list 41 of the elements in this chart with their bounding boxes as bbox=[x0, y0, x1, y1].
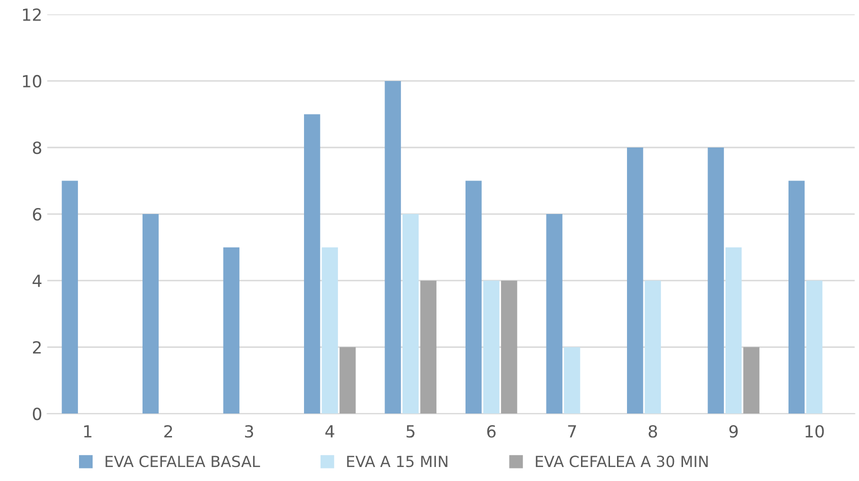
bar bbox=[743, 347, 760, 414]
y-tick-label: 12 bbox=[23, 8, 41, 21]
x-tick-label: 1 bbox=[84, 425, 92, 438]
bar bbox=[142, 214, 159, 414]
bar bbox=[564, 347, 580, 414]
x-tick-label: 2 bbox=[164, 425, 172, 438]
y-tick-label: 10 bbox=[23, 74, 42, 88]
x-tick-label: 8 bbox=[648, 425, 657, 438]
bar bbox=[384, 80, 401, 414]
bar bbox=[806, 280, 822, 414]
x-tick-label: 5 bbox=[406, 425, 414, 438]
bar bbox=[788, 180, 805, 414]
bar bbox=[322, 247, 338, 414]
x-tick-label: 4 bbox=[325, 425, 334, 438]
bar bbox=[402, 214, 419, 414]
bar bbox=[644, 280, 661, 414]
bar bbox=[501, 280, 518, 414]
bar bbox=[546, 214, 562, 414]
y-tick-label: 4 bbox=[32, 274, 42, 287]
y-tick-label: 6 bbox=[32, 208, 42, 221]
x-tick-label: 7 bbox=[568, 425, 576, 438]
bar bbox=[627, 148, 644, 414]
y-tick-label: 2 bbox=[33, 341, 41, 354]
bar bbox=[726, 247, 742, 414]
bar bbox=[223, 247, 240, 414]
bar bbox=[62, 180, 78, 414]
bar bbox=[420, 280, 436, 414]
y-tick-label: 8 bbox=[32, 141, 42, 154]
legend-label: EVA A 15 MIN bbox=[347, 456, 448, 468]
x-tick-label: 9 bbox=[729, 425, 738, 438]
y-tick-label: 0 bbox=[32, 408, 42, 420]
x-tick-label: 3 bbox=[245, 425, 254, 438]
x-tick-label: 6 bbox=[487, 425, 496, 438]
bar bbox=[708, 148, 724, 414]
legend-label: EVA CEFALEA BASAL bbox=[106, 456, 260, 468]
bar bbox=[340, 347, 356, 414]
bar bbox=[466, 180, 482, 414]
bar bbox=[483, 280, 500, 414]
legend-label: EVA CEFALEA A 30 MIN bbox=[536, 456, 708, 468]
bar bbox=[304, 114, 320, 414]
x-tick-label: 10 bbox=[806, 425, 824, 438]
